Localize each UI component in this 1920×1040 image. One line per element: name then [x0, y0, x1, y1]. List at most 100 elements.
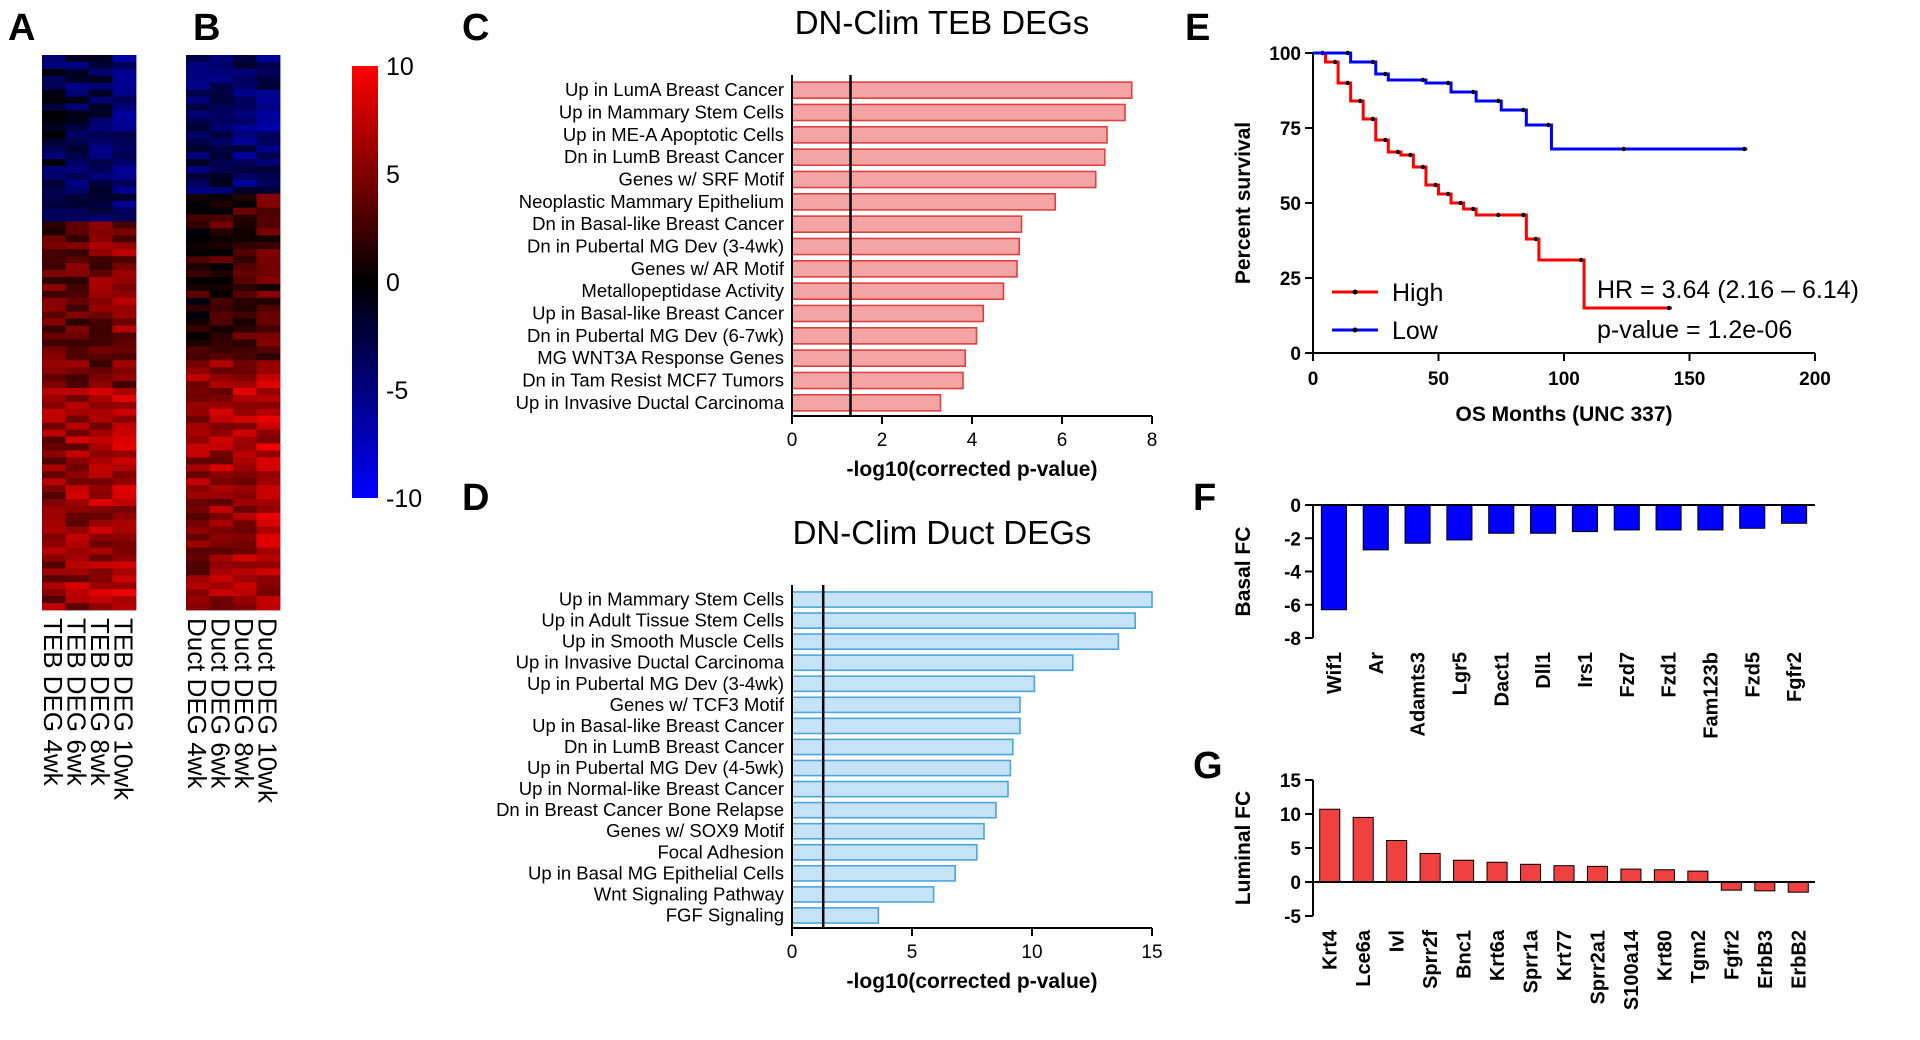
x-tick-label: 4 [967, 430, 978, 451]
chart-c-teb-degs: DN-Clim TEB DEGs Up in LumA Breast Cancer… [516, 4, 1158, 481]
heatmap-cell [256, 152, 281, 160]
heatmap-cell [256, 131, 281, 139]
heatmap-cell [42, 207, 66, 215]
heatmap-cell [42, 540, 66, 548]
censor-mark [1445, 80, 1451, 86]
bar [791, 81, 1133, 100]
bar [1453, 859, 1475, 883]
heatmap-cell [112, 159, 137, 167]
heatmap-cell [112, 152, 137, 160]
heatmap-cell [65, 443, 90, 451]
heatmap-cell [256, 547, 281, 555]
heatmap-cell [112, 512, 137, 521]
heatmap-cell [233, 478, 257, 486]
heatmap-cell [65, 554, 90, 562]
heatmap-cell [233, 325, 257, 333]
chart-g-luminal-fc: Krt4 Lce6a Ivl Sprr2f Bnc1 Krt6a Sprr1a Krt77 Sp… [1232, 771, 1815, 1010]
heatmap-cell [89, 179, 113, 188]
heatmap-cell [256, 304, 281, 313]
bar [791, 326, 978, 345]
heatmap-cell [233, 554, 257, 562]
heatmap-cell [89, 505, 113, 514]
heatmap-cell [186, 568, 210, 576]
heatmap-cell [186, 166, 210, 174]
heatmap-cell [42, 214, 66, 222]
censor-mark [1445, 191, 1451, 197]
heatmap-cell [186, 436, 210, 444]
heatmap-cell [186, 179, 210, 188]
heatmap-cell [112, 408, 137, 417]
heatmap-cell [186, 297, 210, 306]
heatmap-cell [42, 450, 66, 458]
y-tick-label: 0 [1290, 344, 1301, 365]
y-tick-label: -8 [1284, 629, 1301, 650]
heatmap-cell [256, 339, 281, 347]
heatmap-cell [186, 221, 210, 229]
heatmap-cell [233, 242, 257, 250]
heatmap-cell [256, 117, 281, 125]
heatmap-cell [233, 450, 257, 458]
category-label: Lgr5 [1449, 652, 1471, 695]
heatmap-cell [65, 464, 90, 472]
heatmap-cell [112, 436, 137, 444]
heatmap-cell [233, 297, 257, 306]
heatmap-cell [112, 457, 137, 465]
heatmap-cell [256, 68, 281, 77]
heatmap-cell [42, 478, 66, 486]
heatmap-cell [89, 270, 113, 278]
heatmap-cell [209, 457, 234, 465]
heatmap-cell [233, 505, 257, 514]
heatmap-cell [112, 547, 137, 555]
heatmap-cell [209, 332, 234, 340]
heatmap-cell [42, 304, 66, 313]
heatmap-cell [256, 422, 281, 431]
heatmap-cell [89, 172, 113, 181]
heatmap-cell [42, 512, 66, 521]
heatmap-cell [186, 290, 210, 299]
heatmap-cell [42, 166, 66, 174]
x-tick-label: 2 [877, 430, 888, 451]
heatmap-cell [256, 256, 281, 264]
x-tick-label: 6 [1057, 430, 1068, 451]
bar [791, 393, 942, 412]
bar [1781, 504, 1808, 524]
heatmap-cell [42, 367, 66, 375]
heatmap-cell [89, 353, 113, 361]
heatmap-cell [65, 367, 90, 375]
heatmap-cell [89, 394, 113, 403]
heatmap-cell [65, 131, 90, 139]
heatmap-cell [233, 485, 257, 493]
heatmap-cell [233, 290, 257, 299]
heatmap-cell [89, 526, 113, 535]
bar [1739, 504, 1766, 529]
bar [791, 215, 1023, 234]
heatmap-cell [65, 457, 90, 465]
heatmap-cell [209, 221, 234, 229]
y-tick-label: -2 [1284, 529, 1301, 550]
heatmap-cell [65, 166, 90, 174]
heatmap-cell [209, 82, 234, 91]
heatmap-cell [209, 485, 234, 493]
y-axis-label: Luminal FC [1232, 791, 1255, 905]
heatmap-cell [89, 332, 113, 340]
bar [791, 654, 1074, 672]
category-label: Fzd7 [1617, 652, 1639, 698]
heatmap-cell [256, 603, 281, 611]
heatmap-cell [42, 533, 66, 542]
heatmap-cell [42, 353, 66, 361]
category-label: Fzd5 [1742, 652, 1764, 698]
heatmap-cell [65, 172, 90, 181]
heatmap-cell [256, 96, 281, 104]
heatmap-cell [65, 263, 90, 271]
heatmap-cell [112, 117, 137, 125]
heatmap-cell [209, 55, 234, 63]
heatmap-cell [112, 89, 137, 98]
heatmap-cell [89, 374, 113, 382]
heatmap-cell [209, 68, 234, 77]
heatmap-cell [89, 103, 113, 111]
heatmap-cell [256, 450, 281, 458]
category-label: Fam123b [1700, 652, 1722, 739]
heatmap-cell [65, 68, 90, 77]
heatmap-cell [89, 124, 113, 132]
heatmap-cell [89, 61, 113, 70]
